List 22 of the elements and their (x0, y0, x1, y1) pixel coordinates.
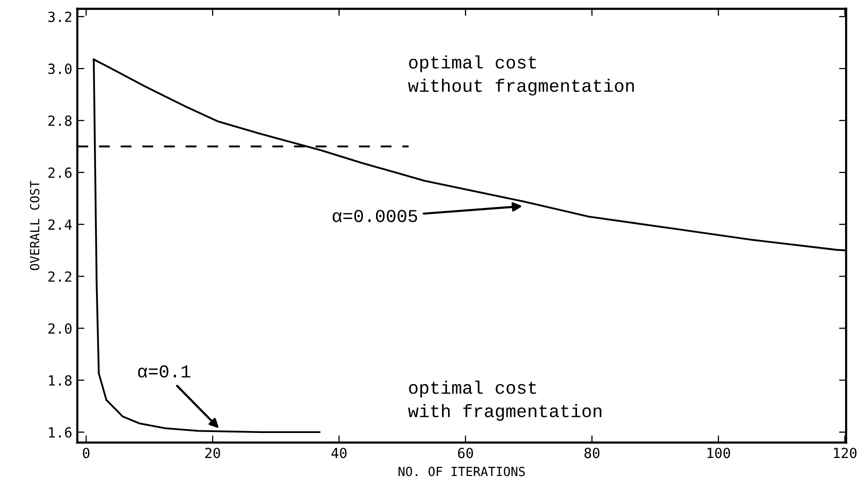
y-tick-label: 3.0 (48, 64, 72, 74)
y-tick-label: 2.6 (48, 167, 72, 178)
x-tick-label: 80 (584, 448, 600, 458)
annotation: optimal cost with fragmentation (408, 380, 602, 421)
x-tick-label: 0 (82, 448, 90, 458)
y-tick-label: 1.6 (49, 427, 72, 438)
y-tick-label: 1.8 (49, 375, 72, 386)
y-axis-title: OVERALL COST (30, 180, 40, 270)
x-tick-label: 120 (834, 448, 856, 458)
y-tick-label: 2.8 (48, 115, 72, 126)
annotation: optimal cost without fragmentation (408, 55, 634, 96)
y-tick-label: 3.2 (48, 12, 72, 22)
x-axis-title: NO. OF ITERATIONS (398, 466, 525, 476)
y-tick-label: 2.2 (48, 271, 72, 282)
x-tick-label: 100 (708, 448, 730, 458)
y-tick-label: 2.4 (48, 219, 72, 230)
x-tick-label: 40 (331, 448, 347, 458)
y-tick-label: 2.0 (48, 323, 72, 334)
annotation: α=0.0005 (332, 210, 418, 222)
x-tick-label: 60 (458, 448, 473, 458)
annotation: α=0.1 (138, 365, 190, 378)
x-tick-label: 20 (205, 448, 220, 458)
